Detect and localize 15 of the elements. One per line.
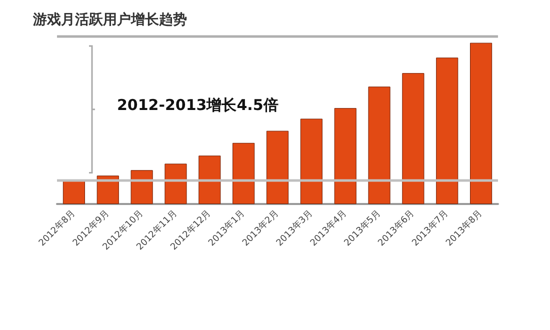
chart-title: 游戏月活跃用户增长趋势 xyxy=(32,11,187,28)
bar xyxy=(402,73,424,204)
bar xyxy=(198,156,221,204)
bar xyxy=(436,58,458,204)
bar xyxy=(368,86,390,204)
annotation: 2012-2013增长4.5倍 xyxy=(117,96,278,115)
bar xyxy=(470,42,492,204)
bar xyxy=(96,176,119,204)
bar xyxy=(130,170,153,204)
bar xyxy=(232,142,255,204)
bar xyxy=(334,108,356,204)
bar xyxy=(164,164,187,204)
bar xyxy=(62,180,85,204)
bar xyxy=(266,130,289,204)
bar xyxy=(300,118,322,204)
